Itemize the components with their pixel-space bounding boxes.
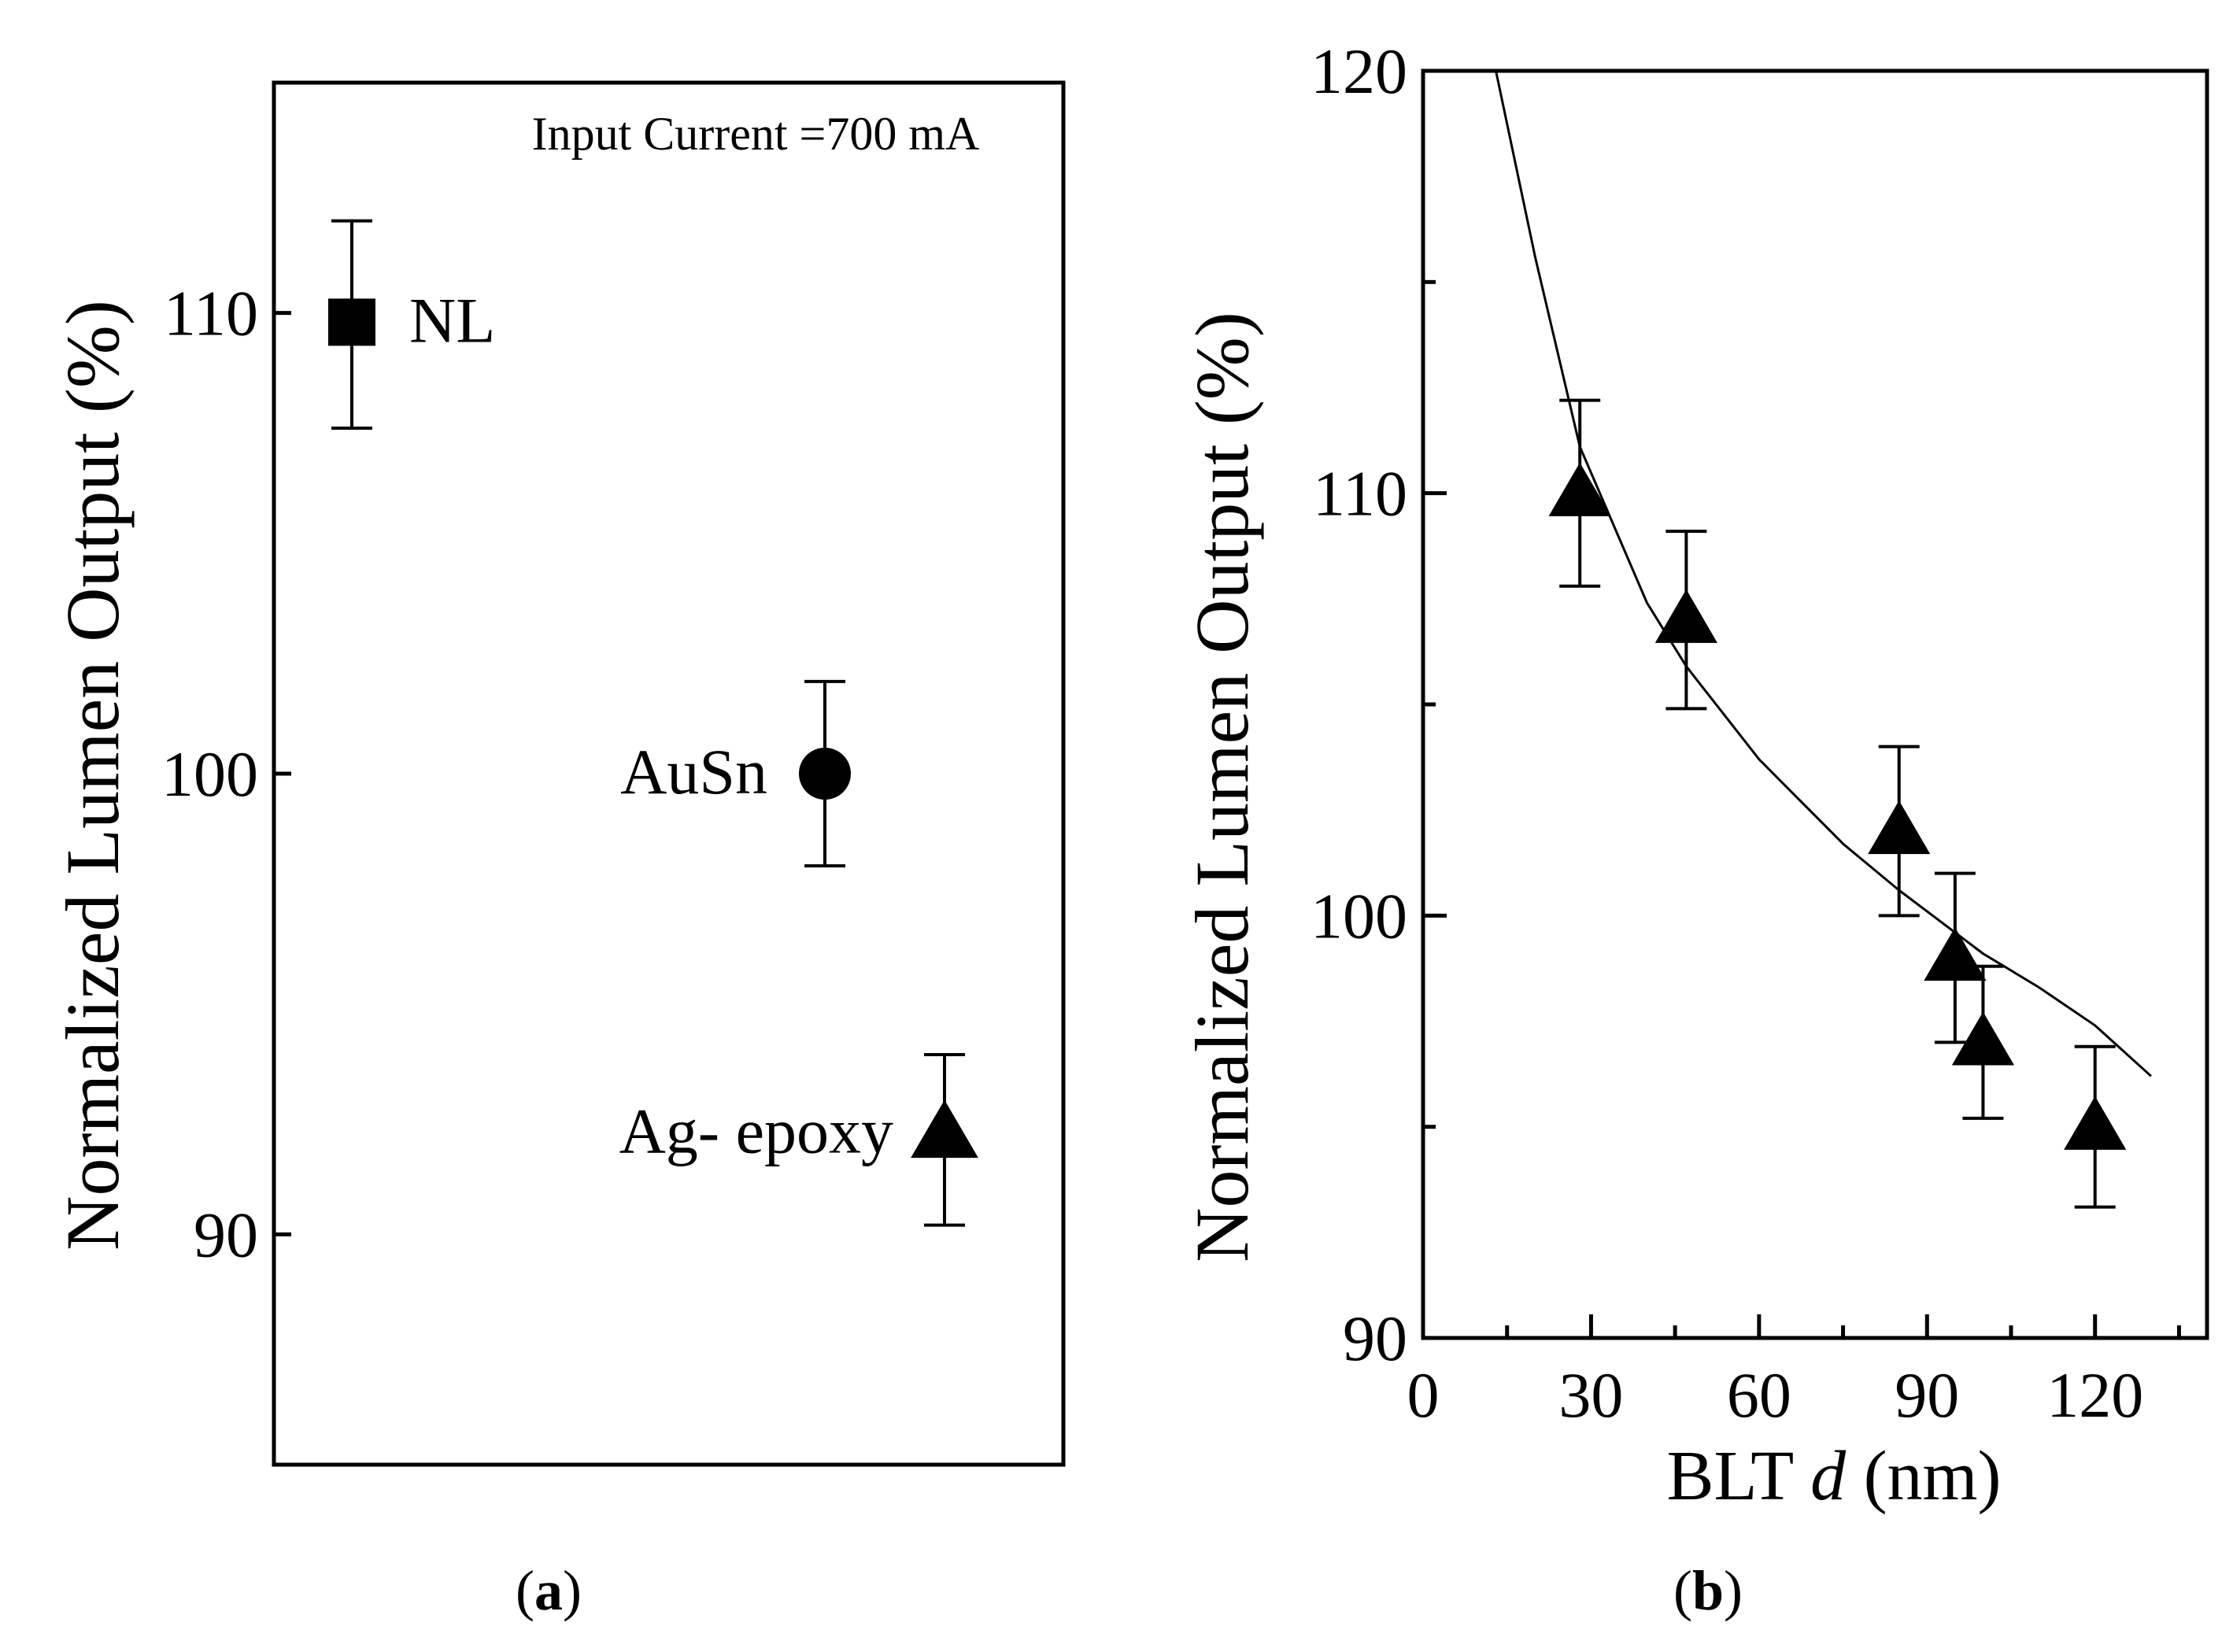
panel-a-marker-triangle: [911, 1099, 978, 1159]
panel-a-y-axis-label: Normalized Lumen Output (%): [50, 300, 135, 1251]
panel-b-marker-triangle: [1951, 1011, 2015, 1066]
panel-b-caption-letter: b: [1692, 1559, 1724, 1622]
panel-b-x-axis-label-prefix: BLT: [1666, 1437, 1810, 1515]
panel-b-marker-triangle: [1868, 800, 1931, 855]
panel-b-x-tick-label: 30: [1558, 1359, 1623, 1431]
panel-a-point-label: NL: [409, 284, 495, 356]
panel-a-caption-letter: a: [534, 1559, 563, 1622]
panel-a-point-label: AuSn: [620, 736, 767, 808]
panel-b-y-tick-label: 90: [1343, 1303, 1407, 1374]
panel-b-x-tick-label: 60: [1727, 1359, 1791, 1431]
panel-b-marker-triangle: [1548, 462, 1611, 516]
panel-a-y-tick-label: 100: [161, 738, 258, 810]
panel-a-point-label: Ag- epoxy: [619, 1096, 893, 1167]
panel-b-points: [1548, 398, 2127, 1209]
panel-b-y-tick-label: 110: [1313, 458, 1407, 530]
panel-b-x-tick-label: 0: [1407, 1359, 1440, 1431]
panel-a-marker-square: [328, 298, 375, 346]
panel-b-y-axis-label: Normalized Lumen Output (%): [1180, 312, 1264, 1262]
panel-a-y-tick-label: 90: [194, 1199, 258, 1270]
panel-b-x-axis-label-var: d: [1810, 1437, 1847, 1515]
panel-b-x-axis-label: BLT d (nm): [1666, 1437, 2001, 1515]
panel-b-ticks: 0 30 60 90 120 90 100 110 120: [1311, 35, 2181, 1431]
panel-a-caption: (a): [516, 1559, 582, 1622]
panel-b-y-tick-label: 100: [1311, 880, 1407, 952]
panel-b-y-tick-label: 120: [1311, 35, 1407, 107]
panel-a-y-tick-label: 110: [164, 278, 258, 349]
panel-a-chart: 110 100 90 NL AuSn Ag- epoxy Input Current =…: [50, 80, 1066, 1622]
panel-a-annotation: Input Current =700 mA: [532, 108, 980, 160]
panel-a-y-ticks: 110 100 90: [161, 278, 291, 1270]
panel-b-chart: 0 30 60 90 120 90 100 110 120 Normalized Lumen O…: [1180, 35, 2209, 1622]
panel-b-marker-triangle: [2064, 1096, 2127, 1150]
panel-b-marker-triangle: [1654, 589, 1717, 643]
panel-a-points: NL AuSn Ag- epoxy: [328, 219, 978, 1227]
panel-b-caption: (b): [1673, 1559, 1743, 1622]
panel-b-x-tick-label: 120: [2046, 1359, 2143, 1431]
panel-b-fit-curve: [1495, 70, 2152, 1077]
panel-a-marker-circle: [799, 748, 851, 800]
panel-b-marker-triangle: [1924, 927, 1987, 981]
panel-b-x-tick-label: 90: [1895, 1359, 1959, 1431]
panel-b-x-axis-label-suffix: (nm): [1846, 1437, 2001, 1515]
